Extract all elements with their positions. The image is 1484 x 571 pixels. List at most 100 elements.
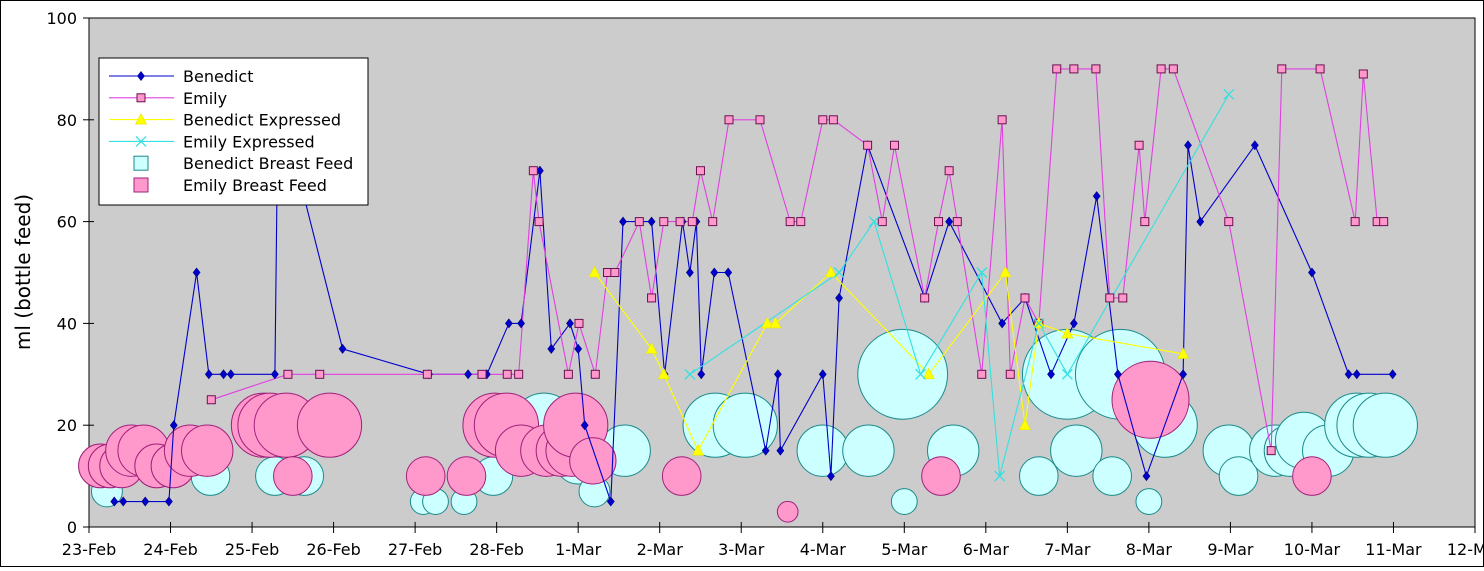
bubble-point [1218, 456, 1259, 496]
data-point [647, 293, 657, 303]
data-point [315, 369, 325, 379]
data-point [920, 293, 930, 303]
data-point [692, 444, 705, 456]
bubble-point [405, 456, 446, 496]
data-point [1308, 267, 1316, 278]
data-point [169, 420, 178, 431]
x-tick-label: 1-Mar [555, 540, 602, 559]
data-point [863, 140, 873, 150]
data-point [922, 367, 935, 380]
data-point [1069, 64, 1079, 74]
data-point [761, 316, 774, 329]
data-point [684, 368, 696, 380]
data-point [818, 115, 828, 125]
data-point [1196, 216, 1205, 227]
data-point [141, 496, 150, 507]
data-point [708, 217, 718, 227]
data-point [761, 445, 770, 456]
data-point [1350, 217, 1360, 227]
data-point [675, 217, 685, 227]
data-point [1052, 64, 1062, 74]
data-point [1177, 347, 1190, 359]
legend-label: Benedict Breast Feed [183, 154, 353, 173]
legend-swatch [133, 177, 149, 193]
x-tick-label: 26-Feb [306, 540, 360, 559]
data-point [1092, 191, 1101, 202]
data-point [796, 217, 806, 227]
data-point [835, 292, 843, 303]
data-point [502, 369, 512, 379]
x-tick-label: 27-Feb [388, 540, 442, 559]
data-point [590, 369, 600, 379]
data-point [1179, 369, 1188, 380]
bubble-point [446, 456, 487, 496]
data-point [952, 217, 962, 227]
data-point [1156, 64, 1166, 74]
data-point [998, 318, 1007, 329]
x-tick-label: 25-Feb [225, 540, 279, 559]
data-point [135, 135, 147, 147]
data-point [1018, 418, 1031, 430]
data-point [785, 217, 795, 227]
data-point [271, 369, 279, 380]
data-point [695, 166, 705, 176]
x-tick-label: 10-Mar [1284, 540, 1341, 559]
data-point [192, 267, 201, 278]
data-point [997, 115, 1007, 125]
data-point [1315, 64, 1325, 74]
x-tick-label: 2-Mar [637, 540, 684, 559]
data-point [710, 267, 719, 278]
data-point [915, 368, 927, 380]
data-point [1005, 369, 1015, 379]
data-point [877, 217, 887, 227]
data-point [818, 369, 827, 380]
data-point [422, 369, 432, 379]
data-point [204, 369, 213, 380]
x-tick-label: 28-Feb [469, 540, 523, 559]
data-point [687, 217, 697, 227]
bubbles-layer [78, 328, 1418, 523]
data-point [219, 369, 228, 380]
y-tick-label: 0 [67, 518, 77, 537]
data-point [1114, 369, 1122, 380]
data-point [110, 496, 119, 507]
data-point [514, 369, 524, 379]
data-point [603, 268, 613, 277]
data-point [776, 445, 785, 456]
data-point [1118, 293, 1128, 303]
data-point [755, 115, 765, 125]
data-point [504, 318, 513, 329]
data-point [1266, 446, 1276, 456]
data-point [1277, 64, 1287, 74]
bubble-point [776, 500, 799, 523]
data-point [610, 268, 620, 277]
x-tick-label: 12-Mar [1447, 540, 1484, 559]
data-point [999, 265, 1012, 278]
bubble-point [712, 392, 778, 458]
bubble-point [181, 424, 234, 477]
data-point [645, 342, 658, 354]
data-point [574, 318, 584, 328]
data-point [206, 395, 216, 405]
data-point [1033, 317, 1045, 329]
markers-layer [110, 64, 1397, 507]
legend: Benedict Emily Benedict Expressed Emily Exp… [98, 57, 369, 206]
data-point [1224, 217, 1234, 227]
bubble-point [1111, 360, 1190, 439]
bubble-point [921, 456, 961, 496]
data-point [868, 216, 880, 228]
data-point [769, 316, 782, 329]
series-line [114, 94, 1393, 503]
data-point [135, 112, 147, 125]
data-point [1061, 368, 1073, 380]
data-point [588, 265, 601, 278]
data-point [165, 496, 173, 507]
bubble-point [1050, 424, 1103, 477]
data-point [464, 369, 472, 380]
data-point [619, 216, 627, 227]
data-point [1061, 326, 1074, 339]
x-tick-label: 24-Feb [143, 540, 197, 559]
data-point [477, 369, 487, 379]
